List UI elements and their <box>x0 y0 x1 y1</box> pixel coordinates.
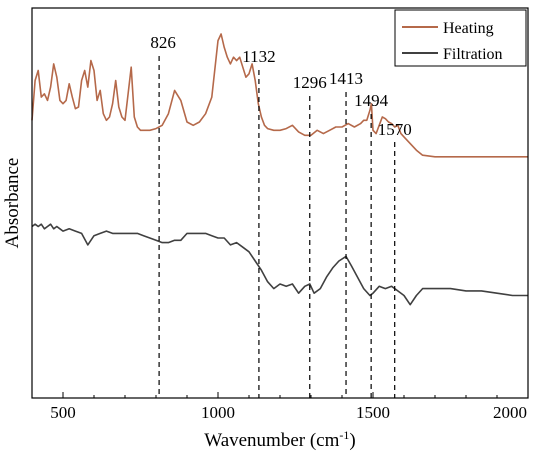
peak-label-1413: 1413 <box>329 69 363 88</box>
x-tick-label-2000: 2000 <box>493 403 527 422</box>
legend: Heating Filtration <box>394 9 527 67</box>
y-axis-title: Absorbance <box>2 158 23 249</box>
series-line-filtration <box>31 223 528 306</box>
x-axis-title-sup: -1 <box>339 428 349 442</box>
series-line-heating <box>31 33 528 158</box>
x-tick-label-1500: 1500 <box>356 403 390 422</box>
x-tick-label-500: 500 <box>50 403 76 422</box>
series-layer <box>31 33 528 306</box>
peak-marker-layer: 826 1132 1296 1413 1494 1570 <box>150 33 412 398</box>
peak-label-1494: 1494 <box>354 91 389 110</box>
legend-box <box>394 9 527 67</box>
x-axis-title: Wavenumber (cm-1) <box>204 428 355 451</box>
peak-label-1296: 1296 <box>293 73 327 92</box>
x-axis-title-close: ) <box>349 430 355 451</box>
legend-filtration-label: Filtration <box>443 46 503 63</box>
x-axis-ticks: 500 1000 1500 2000 <box>31 392 529 422</box>
legend-heating-label: Heating <box>443 20 494 37</box>
peak-label-1132: 1132 <box>242 47 275 66</box>
x-tick-label-1000: 1000 <box>201 403 235 422</box>
peak-label-826: 826 <box>150 33 176 52</box>
x-axis-title-main: Wavenumber (cm <box>204 430 339 451</box>
peak-label-1570: 1570 <box>378 120 412 139</box>
